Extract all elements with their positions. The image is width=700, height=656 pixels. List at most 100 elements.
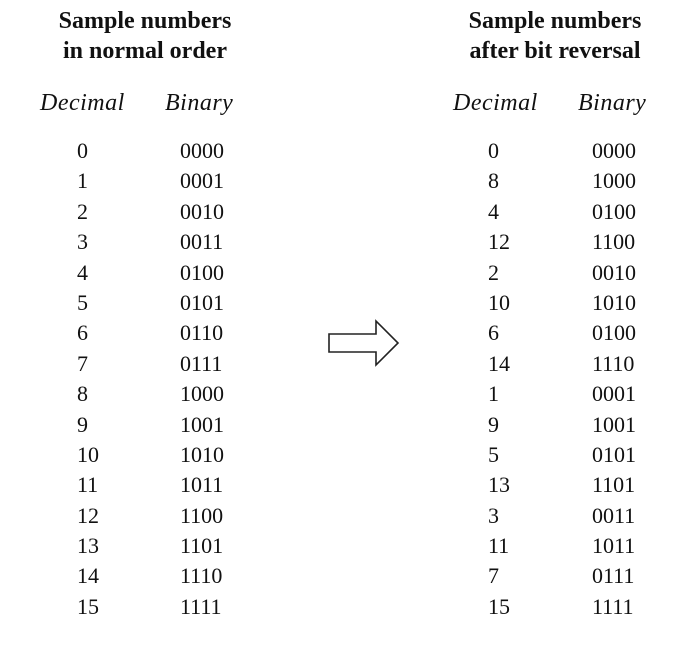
normal-order-row: 4 0100 — [0, 259, 300, 289]
bit-reversal-row: 14 1110 — [420, 350, 700, 380]
bit-reversal-row: 5 0101 — [420, 441, 700, 471]
normal-order-row: 0 0000 — [0, 137, 300, 167]
bit-reversal-decimal-header: Decimal — [453, 90, 538, 116]
bit-reversal-binary-cell: 1110 — [592, 350, 635, 376]
bit-reversal-binary-cell: 0010 — [592, 259, 636, 285]
bit-reversal-decimal-cell: 6 — [488, 320, 499, 346]
normal-order-title-line1: Sample numbers — [58, 8, 232, 34]
bit-reversal-binary-cell: 0100 — [592, 198, 636, 224]
bit-reversal-row: 4 0100 — [420, 198, 700, 228]
normal-order-binary-cell: 0000 — [180, 138, 224, 163]
normal-order-binary-cell: 1101 — [180, 533, 224, 559]
normal-order-row: 6 0110 — [0, 319, 300, 349]
normal-order-decimal-cell: 9 — [77, 411, 88, 437]
normal-order-table: Sample numbers in normal order Decimal B… — [0, 0, 300, 656]
normal-order-decimal-cell: 11 — [77, 472, 99, 498]
normal-order-row: 11 1011 — [0, 471, 300, 501]
normal-order-decimal-cell: 0 — [77, 138, 88, 163]
bit-reversal-decimal-cell: 2 — [488, 259, 499, 285]
normal-order-decimal-cell: 2 — [77, 198, 88, 224]
bit-reversal-decimal-cell: 3 — [488, 502, 499, 528]
bit-reversal-row: 1 0001 — [420, 380, 700, 410]
normal-order-decimal-cell: 8 — [77, 381, 88, 407]
bit-reversal-row: 0 0000 — [420, 137, 700, 167]
normal-order-decimal-cell: 6 — [77, 320, 88, 346]
bit-reversal-decimal-cell: 0 — [488, 138, 499, 163]
normal-order-binary-cell: 0001 — [180, 168, 224, 194]
normal-order-binary-cell: 1000 — [180, 381, 224, 407]
normal-order-row: 5 0101 — [0, 289, 300, 319]
normal-order-decimal-cell: 14 — [77, 563, 99, 589]
normal-order-row: 8 1000 — [0, 380, 300, 410]
normal-order-binary-cell: 1010 — [180, 441, 224, 467]
normal-order-decimal-cell: 7 — [77, 350, 88, 376]
normal-order-row: 7 0111 — [0, 350, 300, 380]
bit-reversal-row: 12 1100 — [420, 228, 700, 258]
bit-reversal-binary-cell: 1101 — [592, 472, 636, 498]
bit-reversal-row: 7 0111 — [420, 562, 700, 592]
hollow-right-arrow-icon — [328, 319, 400, 367]
bit-reversal-decimal-cell: 12 — [488, 229, 510, 255]
arrow-outline — [328, 319, 400, 367]
bit-reversal-title-line2: after bit reversal — [469, 38, 641, 64]
bit-reversal-binary-cell: 1010 — [592, 289, 636, 315]
normal-order-binary-cell: 1110 — [180, 563, 223, 589]
bit-reversal-binary-cell: 0101 — [592, 441, 636, 467]
normal-order-binary-cell: 0011 — [180, 229, 224, 255]
bit-reversal-title-line1: Sample numbers — [468, 8, 642, 34]
normal-order-binary-cell: 0111 — [180, 350, 223, 376]
normal-order-decimal-cell: 5 — [77, 289, 88, 315]
bit-reversal-decimal-cell: 14 — [488, 350, 510, 376]
bit-reversal-binary-cell: 1001 — [592, 411, 636, 437]
bit-reversal-binary-cell: 1000 — [592, 168, 636, 194]
normal-order-title-line2: in normal order — [63, 38, 227, 64]
normal-order-decimal-cell: 15 — [77, 593, 99, 619]
bit-reversal-binary-cell: 0111 — [592, 563, 635, 589]
bit-reversal-decimal-cell: 13 — [488, 472, 510, 498]
bit-reversal-binary-cell: 0100 — [592, 320, 636, 346]
bit-reversal-decimal-cell: 5 — [488, 441, 499, 467]
bit-reversal-row: 11 1011 — [420, 532, 700, 562]
normal-order-decimal-cell: 3 — [77, 229, 88, 255]
normal-order-row: 9 1001 — [0, 411, 300, 441]
normal-order-row: 14 1110 — [0, 562, 300, 592]
normal-order-row: 13 1101 — [0, 532, 300, 562]
normal-order-binary-cell: 1011 — [180, 472, 224, 498]
normal-order-binary-cell: 0110 — [180, 320, 224, 346]
bit-reversal-decimal-cell: 7 — [488, 563, 499, 589]
bit-reversal-title: Sample numbers after bit reversal — [430, 6, 680, 66]
normal-order-decimal-cell: 1 — [77, 168, 88, 194]
normal-order-binary-cell: 0100 — [180, 259, 224, 285]
normal-order-binary-cell: 1100 — [180, 502, 224, 528]
normal-order-row: 15 1111 — [0, 593, 300, 623]
bit-reversal-decimal-cell: 9 — [488, 411, 499, 437]
normal-order-decimal-header: Decimal — [40, 90, 125, 116]
normal-order-decimal-cell: 12 — [77, 502, 99, 528]
normal-order-binary-cell: 0010 — [180, 198, 224, 224]
normal-order-row: 1 0001 — [0, 167, 300, 197]
bit-reversal-decimal-cell: 8 — [488, 168, 499, 194]
bit-reversal-binary-cell: 0000 — [592, 138, 636, 163]
bit-reversal-row: 15 1111 — [420, 593, 700, 623]
normal-order-rows: 0 0000 1 0001 2 0010 3 0011 4 0100 5 0101 6 0110 7 0111… — [0, 137, 300, 623]
normal-order-row: 3 0011 — [0, 228, 300, 258]
bit-reversal-decimal-cell: 10 — [488, 289, 510, 315]
normal-order-binary-header: Binary — [165, 90, 234, 116]
bit-reversal-row: 6 0100 — [420, 319, 700, 349]
bit-reversal-decimal-cell: 1 — [488, 381, 499, 407]
normal-order-decimal-cell: 10 — [77, 441, 99, 467]
bit-reversal-row: 10 1010 — [420, 289, 700, 319]
bit-reversal-binary-header: Binary — [578, 90, 647, 116]
normal-order-decimal-cell: 13 — [77, 533, 99, 559]
bit-reversal-binary-cell: 1100 — [592, 229, 636, 255]
bit-reversal-row: 3 0011 — [420, 502, 700, 532]
bit-reversal-row: 13 1101 — [420, 471, 700, 501]
bit-reversal-row: 8 1000 — [420, 167, 700, 197]
bit-reversal-binary-cell: 0011 — [592, 502, 636, 528]
bit-reversal-binary-cell: 1111 — [592, 593, 634, 619]
bit-reversal-binary-cell: 1011 — [592, 533, 636, 559]
normal-order-binary-cell: 1001 — [180, 411, 224, 437]
bit-reversal-table: Sample numbers after bit reversal Decima… — [420, 0, 700, 656]
bit-reversal-decimal-cell: 4 — [488, 198, 499, 224]
normal-order-row: 10 1010 — [0, 441, 300, 471]
